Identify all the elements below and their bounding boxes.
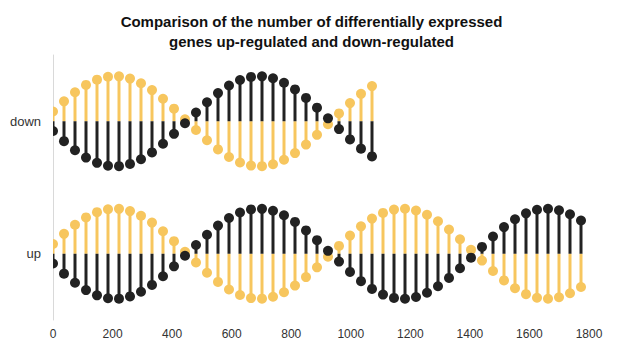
svg-text:down: down bbox=[10, 114, 41, 129]
svg-text:0: 0 bbox=[50, 327, 57, 341]
svg-text:1600: 1600 bbox=[516, 327, 543, 341]
svg-text:600: 600 bbox=[222, 327, 242, 341]
svg-text:200: 200 bbox=[103, 327, 123, 341]
svg-text:1800: 1800 bbox=[576, 327, 603, 341]
svg-text:1400: 1400 bbox=[457, 327, 484, 341]
svg-text:1000: 1000 bbox=[337, 327, 364, 341]
svg-text:genes up-regulated and down-re: genes up-regulated and down-regulated bbox=[169, 33, 454, 50]
svg-text:800: 800 bbox=[281, 327, 301, 341]
svg-text:400: 400 bbox=[162, 327, 182, 341]
svg-text:up: up bbox=[27, 246, 41, 261]
svg-text:1200: 1200 bbox=[397, 327, 424, 341]
svg-text:Comparison of the number of di: Comparison of the number of differential… bbox=[121, 13, 503, 30]
